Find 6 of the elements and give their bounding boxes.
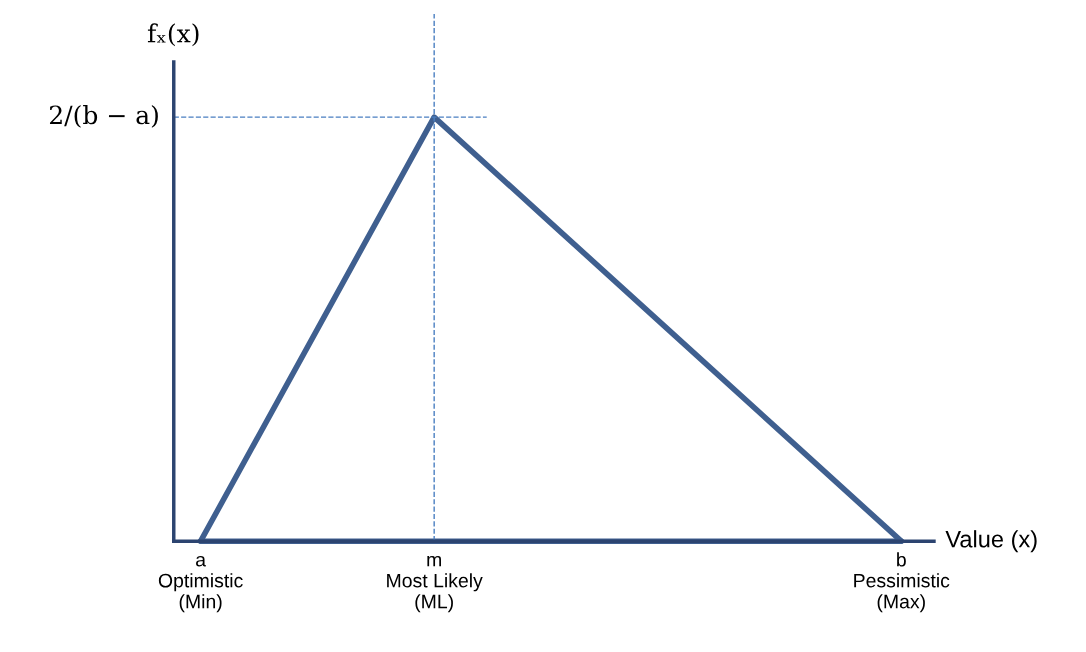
ref-line-label: 2/(b − a) [49, 104, 158, 128]
x-axis-title: Value (x) [945, 530, 1037, 553]
x-tick-label: a Optimistic (Min) [158, 555, 243, 613]
x-tick-label: m Most Likely (ML) [387, 555, 483, 613]
x-tick-label: b Pessimistic (Max) [854, 552, 950, 613]
y-axis-title: fₓ(x) [147, 23, 199, 47]
